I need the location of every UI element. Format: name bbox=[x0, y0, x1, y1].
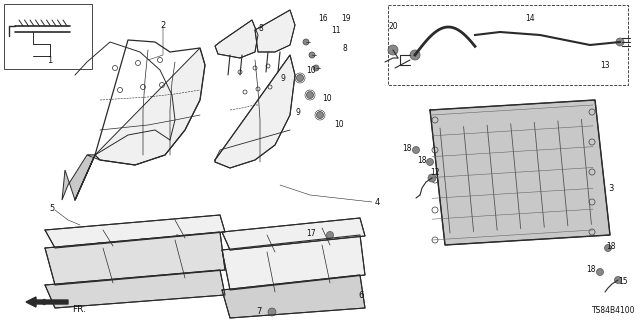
Circle shape bbox=[596, 268, 604, 276]
Circle shape bbox=[426, 158, 433, 165]
Circle shape bbox=[303, 39, 309, 45]
Text: 2: 2 bbox=[161, 20, 166, 29]
Text: 1: 1 bbox=[47, 55, 52, 65]
Text: 18: 18 bbox=[586, 266, 596, 275]
Text: 14: 14 bbox=[525, 13, 535, 22]
Text: 8: 8 bbox=[259, 23, 263, 33]
Circle shape bbox=[309, 52, 315, 58]
Text: 11: 11 bbox=[332, 26, 340, 35]
Text: 18: 18 bbox=[606, 242, 616, 251]
Circle shape bbox=[313, 65, 319, 71]
Text: 16: 16 bbox=[318, 13, 328, 22]
Circle shape bbox=[616, 38, 624, 46]
Polygon shape bbox=[87, 48, 205, 165]
Text: TS84B4100: TS84B4100 bbox=[591, 306, 635, 315]
Text: 7: 7 bbox=[257, 308, 262, 316]
Circle shape bbox=[614, 276, 621, 284]
Text: 4: 4 bbox=[375, 197, 380, 206]
Polygon shape bbox=[222, 235, 365, 290]
FancyArrow shape bbox=[26, 297, 68, 307]
Polygon shape bbox=[430, 100, 610, 245]
Text: 5: 5 bbox=[49, 204, 54, 212]
Circle shape bbox=[317, 111, 323, 118]
Text: 15: 15 bbox=[618, 277, 628, 286]
Text: 12: 12 bbox=[430, 167, 440, 177]
Text: 10: 10 bbox=[306, 66, 316, 75]
Polygon shape bbox=[45, 232, 225, 285]
Polygon shape bbox=[215, 55, 295, 168]
Polygon shape bbox=[62, 155, 95, 200]
Polygon shape bbox=[45, 270, 225, 308]
Text: 10: 10 bbox=[322, 93, 332, 102]
Text: 6: 6 bbox=[358, 291, 364, 300]
Circle shape bbox=[326, 231, 333, 238]
Text: 9: 9 bbox=[295, 108, 300, 116]
Circle shape bbox=[410, 50, 420, 60]
Text: 3: 3 bbox=[608, 183, 613, 193]
Bar bbox=[4, 4, 92, 69]
Text: 18: 18 bbox=[417, 156, 427, 164]
Circle shape bbox=[428, 174, 436, 182]
Circle shape bbox=[268, 308, 276, 316]
Circle shape bbox=[296, 75, 303, 82]
Text: 10: 10 bbox=[334, 119, 344, 129]
Text: 19: 19 bbox=[341, 13, 351, 22]
Polygon shape bbox=[222, 275, 365, 318]
Polygon shape bbox=[45, 215, 225, 248]
Bar bbox=[388, 5, 628, 85]
Polygon shape bbox=[215, 20, 258, 58]
Text: FR.: FR. bbox=[72, 305, 86, 314]
Text: 20: 20 bbox=[388, 21, 398, 30]
Text: 17: 17 bbox=[307, 228, 316, 237]
Text: 18: 18 bbox=[403, 143, 412, 153]
Polygon shape bbox=[222, 218, 365, 250]
Text: 8: 8 bbox=[342, 44, 347, 52]
Text: 9: 9 bbox=[280, 74, 285, 83]
Circle shape bbox=[605, 244, 611, 252]
Circle shape bbox=[388, 45, 398, 55]
Circle shape bbox=[413, 147, 419, 154]
Text: 13: 13 bbox=[600, 60, 610, 69]
Circle shape bbox=[307, 92, 314, 99]
Polygon shape bbox=[255, 10, 295, 52]
